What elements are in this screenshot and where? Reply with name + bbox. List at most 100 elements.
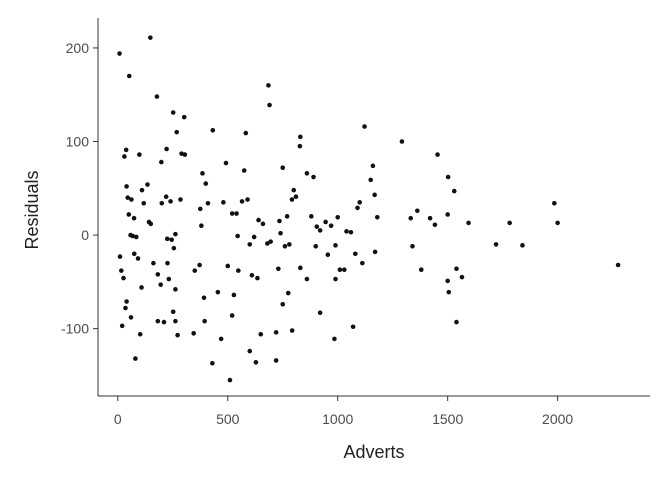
data-point <box>276 266 281 272</box>
data-point <box>298 134 303 140</box>
data-point <box>282 243 288 249</box>
data-point <box>131 215 137 221</box>
data-point <box>335 214 341 220</box>
data-point <box>159 200 165 206</box>
data-point <box>374 214 380 220</box>
y-axis-ticks: -100 0 100 200 <box>61 40 98 337</box>
data-point <box>133 234 139 240</box>
x-tick-label: 0 <box>114 411 122 427</box>
data-point <box>139 187 145 193</box>
data-point <box>117 51 122 56</box>
x-tick-label: 1000 <box>322 411 353 427</box>
data-point <box>555 220 560 226</box>
data-point <box>174 129 180 135</box>
data-point <box>507 220 512 226</box>
data-point <box>151 260 156 266</box>
data-point <box>427 215 433 221</box>
data-point <box>129 197 134 202</box>
data-point <box>181 114 187 120</box>
data-point <box>344 229 349 234</box>
data-point <box>285 290 291 296</box>
data-point <box>255 275 260 281</box>
data-point <box>251 234 257 240</box>
data-point <box>168 199 173 204</box>
data-point <box>313 243 319 249</box>
data-point <box>615 262 621 268</box>
data-point <box>225 263 231 269</box>
data-point <box>256 217 261 223</box>
data-point <box>205 200 211 206</box>
data-point <box>202 318 207 324</box>
data-point <box>552 200 557 206</box>
data-point <box>325 252 331 258</box>
x-tick-label: 500 <box>216 411 240 427</box>
data-point <box>200 171 205 176</box>
data-point <box>267 102 272 108</box>
data-point <box>247 242 253 247</box>
x-tick-label: 1500 <box>432 411 463 427</box>
data-point <box>493 242 499 247</box>
data-point <box>155 272 161 277</box>
data-point <box>273 358 279 363</box>
data-point <box>154 94 160 99</box>
data-point <box>169 237 174 243</box>
data-point <box>173 287 178 292</box>
x-axis-title: Adverts <box>343 442 404 462</box>
data-point <box>432 222 438 228</box>
data-point <box>201 295 207 301</box>
data-point <box>210 127 216 133</box>
data-point <box>210 360 215 366</box>
data-point <box>328 223 334 229</box>
data-point <box>197 262 202 268</box>
data-point <box>128 315 134 320</box>
data-point <box>239 199 245 204</box>
data-point <box>229 313 235 318</box>
data-point <box>159 159 164 165</box>
data-point <box>332 336 337 342</box>
data-point <box>451 188 457 194</box>
data-point <box>119 323 125 329</box>
data-point <box>289 328 295 333</box>
data-point <box>121 275 126 281</box>
data-point <box>298 265 303 271</box>
data-point <box>130 233 136 239</box>
data-point <box>170 309 176 315</box>
data-point <box>197 206 203 212</box>
data-point <box>148 35 153 40</box>
data-point <box>155 318 161 324</box>
data-point <box>126 212 132 217</box>
data-point <box>277 218 282 224</box>
data-point <box>243 130 249 136</box>
y-tick-label: 100 <box>66 134 90 150</box>
data-point <box>119 268 124 273</box>
data-point <box>317 228 323 233</box>
data-point <box>126 73 132 79</box>
plot-area: -100 0 100 200 0 500 1000 1500 2000 <box>61 18 650 427</box>
data-point <box>173 231 178 237</box>
y-tick-label: 200 <box>66 40 90 56</box>
data-point <box>125 195 130 200</box>
data-point <box>466 220 471 226</box>
data-point <box>223 160 229 166</box>
data-point <box>124 184 129 189</box>
data-point <box>123 147 129 153</box>
data-point <box>445 212 450 217</box>
data-point <box>418 267 424 272</box>
data-point <box>410 243 415 249</box>
data-point <box>122 154 127 159</box>
data-point <box>135 256 141 261</box>
data-point <box>372 249 378 255</box>
data-point <box>137 331 143 337</box>
data-point <box>350 324 356 330</box>
data-point <box>203 181 209 186</box>
data-point <box>280 165 286 171</box>
data-point <box>399 139 405 144</box>
data-point <box>170 110 176 115</box>
data-point <box>357 200 363 205</box>
data-point <box>137 152 142 157</box>
data-point <box>175 332 180 338</box>
x-tick-label: 2000 <box>542 411 573 427</box>
data-point <box>158 282 163 287</box>
data-point <box>408 215 414 221</box>
